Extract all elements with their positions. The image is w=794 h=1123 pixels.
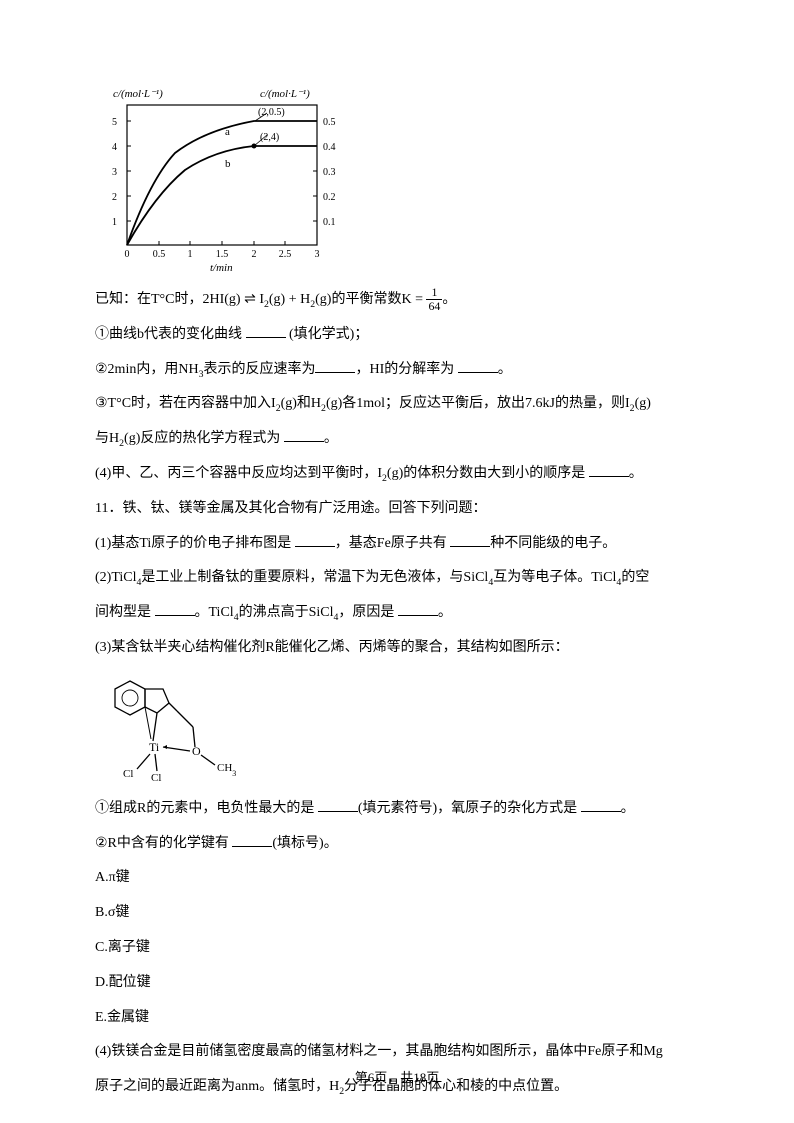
question-thermochem-2: 与H2(g)反应的热化学方程式为 。 <box>95 424 699 455</box>
svg-text:1: 1 <box>188 249 193 260</box>
catalyst-structure: Ti Cl Cl O CH3 <box>95 669 255 789</box>
chart-frame <box>127 105 317 245</box>
option-c: C.离子键 <box>95 933 699 964</box>
svg-text:1.5: 1.5 <box>216 249 229 260</box>
question-11-3: (3)某含钛半夹心结构催化剂R能催化乙烯、丙烯等的聚合，其结构如图所示： <box>95 633 699 664</box>
question-11-2a: (2)TiCl4是工业上制备钛的重要原料，常温下为无色液体，与SiCl4互为等电… <box>95 563 699 594</box>
concentration-time-chart: c/(mol·L⁻¹) c/(mol·L⁻¹) 1 2 3 4 5 0.1 0.… <box>95 85 355 275</box>
point-b-label: (2,4) <box>260 132 279 143</box>
ti-label: Ti <box>149 740 160 754</box>
blank-hybrid <box>581 798 621 812</box>
question-11-3-2: ②R中含有的化学键有 (填标号)。 <box>95 829 699 860</box>
svg-text:2: 2 <box>112 192 117 203</box>
given-equilibrium: 已知：在T°C时，2HI(g) ⇌ I2(g) + H2(g)的平衡常数K = … <box>95 285 699 316</box>
svg-text:1: 1 <box>112 217 117 228</box>
blank-electroneg <box>318 798 358 812</box>
question-11-header: 11．铁、钛、镁等金属及其化合物有广泛用途。回答下列问题： <box>95 494 699 525</box>
y1-axis-label: c/(mol·L⁻¹) <box>113 88 163 100</box>
option-d: D.配位键 <box>95 968 699 999</box>
question-curve-b: ①曲线b代表的变化曲线 (填化学式)； <box>95 320 699 351</box>
cl1-label: Cl <box>123 768 133 780</box>
svg-text:0.2: 0.2 <box>323 192 336 203</box>
curve-a-label: a <box>225 126 230 138</box>
svg-text:0.4: 0.4 <box>323 142 336 153</box>
blank-bp-reason <box>398 602 438 616</box>
question-11-1: (1)基态Ti原子的价电子排布图是 ，基态Fe原子共有 种不同能级的电子。 <box>95 529 699 560</box>
ch3-label: CH3 <box>217 762 236 778</box>
svg-text:0.5: 0.5 <box>153 249 166 260</box>
option-a: A.π键 <box>95 863 699 894</box>
option-b: B.σ键 <box>95 898 699 929</box>
x-axis-label: t/min <box>210 262 233 274</box>
y2-axis-label: c/(mol·L⁻¹) <box>260 88 310 100</box>
option-e: E.金属键 <box>95 1003 699 1034</box>
svg-text:0.1: 0.1 <box>323 217 336 228</box>
question-11-2b: 间构型是 。TiCl4的沸点高于SiCl4，原因是 。 <box>95 598 699 629</box>
cl2-label: Cl <box>151 772 161 784</box>
blank-decomp-rate <box>458 359 498 373</box>
page-footer: 第6页，共18页 <box>0 1064 794 1093</box>
blank-curve-b <box>246 324 286 338</box>
svg-text:2: 2 <box>252 249 257 260</box>
question-rate: ②2min内，用NH3表示的反应速率为，HI的分解率为 。 <box>95 355 699 386</box>
svg-text:5: 5 <box>112 117 117 128</box>
svg-text:3: 3 <box>315 249 320 260</box>
blank-order <box>589 463 629 477</box>
svg-text:0.5: 0.5 <box>323 117 336 128</box>
curve-b <box>127 146 317 245</box>
question-thermochem-1: ③T°C时，若在丙容器中加入I2(g)和H2(g)各1mol；反应达平衡后，放出… <box>95 389 699 420</box>
blank-ti-config <box>295 533 335 547</box>
blank-rate <box>315 359 355 373</box>
blank-geometry <box>155 602 195 616</box>
question-4: (4)甲、乙、丙三个容器中反应均达到平衡时，I2(g)的体积分数由大到小的顺序是… <box>95 459 699 490</box>
curve-b-label: b <box>225 158 231 170</box>
svg-text:3: 3 <box>112 167 117 178</box>
blank-fe-levels <box>450 533 490 547</box>
svg-text:2.5: 2.5 <box>279 249 292 260</box>
blank-thermo <box>284 428 324 442</box>
svg-text:0: 0 <box>125 249 130 260</box>
question-11-3-1: ①组成R的元素中，电负性最大的是 (填元素符号)，氧原子的杂化方式是 。 <box>95 794 699 825</box>
blank-bonds <box>232 833 272 847</box>
o-label: O <box>192 744 201 758</box>
svg-text:0.3: 0.3 <box>323 167 336 178</box>
curve-a <box>127 121 317 245</box>
svg-text:4: 4 <box>112 142 117 153</box>
